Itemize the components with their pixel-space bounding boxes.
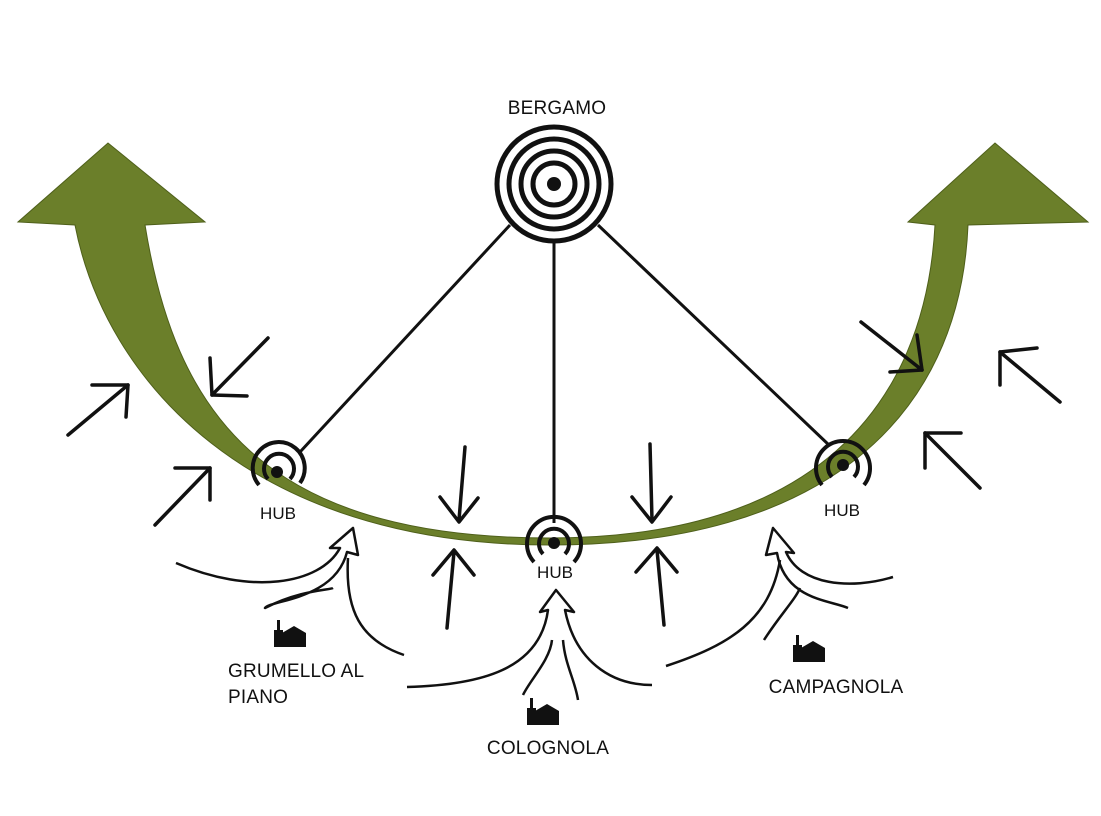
church-icon (527, 698, 559, 725)
arrow-icon (859, 320, 924, 374)
hub-signal-icon (814, 439, 872, 487)
flow-arrow-center (406, 588, 653, 689)
concentric-target-icon (494, 124, 614, 244)
town-label-colognola: COLOGNOLA (487, 738, 609, 759)
flow-arrow-center-inner-right (561, 639, 580, 701)
arrow-icon (998, 346, 1062, 404)
line-bergamo-hub-right (596, 223, 832, 448)
hub-signal-icon (250, 440, 307, 487)
flow-arrow-right-inner (665, 559, 782, 668)
arrow-icon (634, 546, 679, 627)
church-icon (274, 620, 306, 647)
arrow-icon (630, 442, 673, 524)
town-label-grumello-line1: GRUMELLO AL (228, 661, 364, 682)
flow-arrow-center-inner-left (521, 639, 554, 696)
hub-label-center: HUB (537, 563, 573, 582)
line-bergamo-hub-left (298, 223, 512, 454)
town-label-grumello-line2: PIANO (228, 687, 288, 708)
flow-arrow-right-outer (764, 526, 894, 610)
local-flow-arrows (175, 526, 894, 701)
flow-arrow-left-outer (175, 526, 360, 610)
hub-label-right: HUB (824, 501, 860, 520)
bergamo-label: BERGAMO (508, 98, 607, 119)
flow-arrow-left-inner (346, 557, 405, 657)
hub-label-left: HUB (260, 504, 296, 523)
town-label-campagnola: CAMPAGNOLA (769, 677, 904, 698)
church-icon (793, 635, 825, 662)
arrow-icon (153, 466, 212, 527)
hub-signal-icon (525, 514, 583, 564)
connection-lines (298, 223, 832, 523)
arrow-icon (431, 548, 476, 630)
inflow-arrows (66, 320, 1062, 630)
arrow-icon (208, 336, 270, 398)
arrow-icon (923, 431, 982, 490)
arrow-icon (438, 445, 480, 524)
arrow-icon (66, 383, 130, 437)
flow-arrow-right-inner2 (762, 587, 802, 641)
